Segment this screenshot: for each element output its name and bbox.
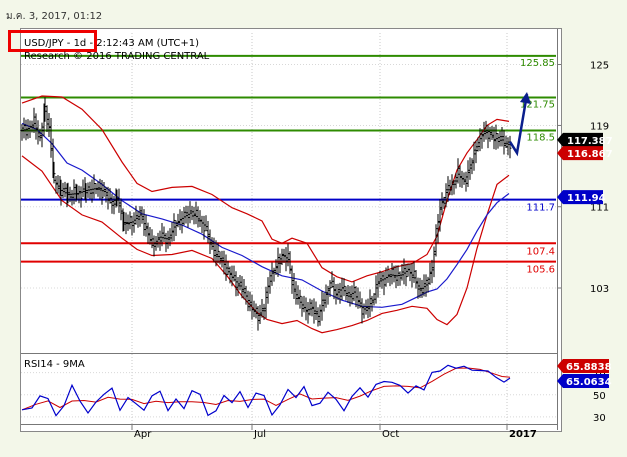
rsi-tag-label: 65.8838	[566, 362, 612, 373]
time-tick-label: Jul	[253, 429, 266, 440]
rsi-tag	[557, 359, 609, 373]
price-tag-label: 117.387	[567, 136, 613, 147]
time-tick-label: 2017	[509, 429, 537, 440]
rsi-tag-label: 65.0634	[566, 377, 612, 388]
chart-title: USD/JPY - 1d - 2:12:43 AM (UTC+1)	[24, 38, 199, 49]
chart-area	[20, 28, 562, 432]
price-grid	[21, 33, 557, 428]
price-tick-label: 111	[590, 203, 609, 214]
price-tag	[557, 132, 603, 147]
price-tag-label: 116.867	[567, 149, 613, 160]
moving-average-line	[21, 122, 510, 308]
forecast-path	[508, 93, 529, 157]
level-label: 118.5	[526, 133, 555, 144]
level-label: 107.4	[526, 246, 555, 257]
price-series	[20, 97, 512, 331]
price-tag-label: 111.94	[567, 193, 606, 204]
rsi-tick-label: 50	[593, 391, 606, 402]
rsi-line	[21, 364, 511, 417]
lower-band-line	[21, 155, 510, 334]
level-label: 111.7	[526, 203, 555, 214]
forecast-arrow	[508, 91, 531, 157]
level-label: 105.6	[526, 265, 555, 276]
price-tags: 117.387 116.867 111.94 65.8838 65.0634	[557, 132, 613, 388]
rsi-grid	[21, 29, 558, 430]
price-tag	[557, 146, 603, 161]
forecast-arrowhead	[520, 91, 531, 104]
chart-source: Research © 2016 TRADING CENTRAL	[24, 51, 210, 62]
price-tag	[557, 190, 603, 205]
price-tick-label: 103	[590, 284, 609, 295]
price-tick-label: 125	[590, 60, 609, 71]
rsi-ma-line	[21, 367, 511, 411]
timestamp: ม.ค. 3, 2017, 01:12	[6, 11, 103, 22]
price-tick-label: 119	[590, 121, 609, 132]
rsi-tick-label: 30	[593, 413, 606, 424]
level-lines: 125.85 121.75 118.5 111.7 107.4 105.6	[21, 54, 556, 276]
time-tick-label: Oct	[382, 429, 399, 440]
rsi-tag	[557, 374, 609, 388]
level-label: 125.85	[520, 58, 555, 69]
rsi-panel	[21, 364, 511, 417]
time-tick-label: Apr	[134, 429, 152, 440]
rsi-title: RSI14 - 9MA	[24, 359, 85, 370]
level-label: 121.75	[520, 100, 555, 111]
highlight-box	[8, 30, 97, 52]
